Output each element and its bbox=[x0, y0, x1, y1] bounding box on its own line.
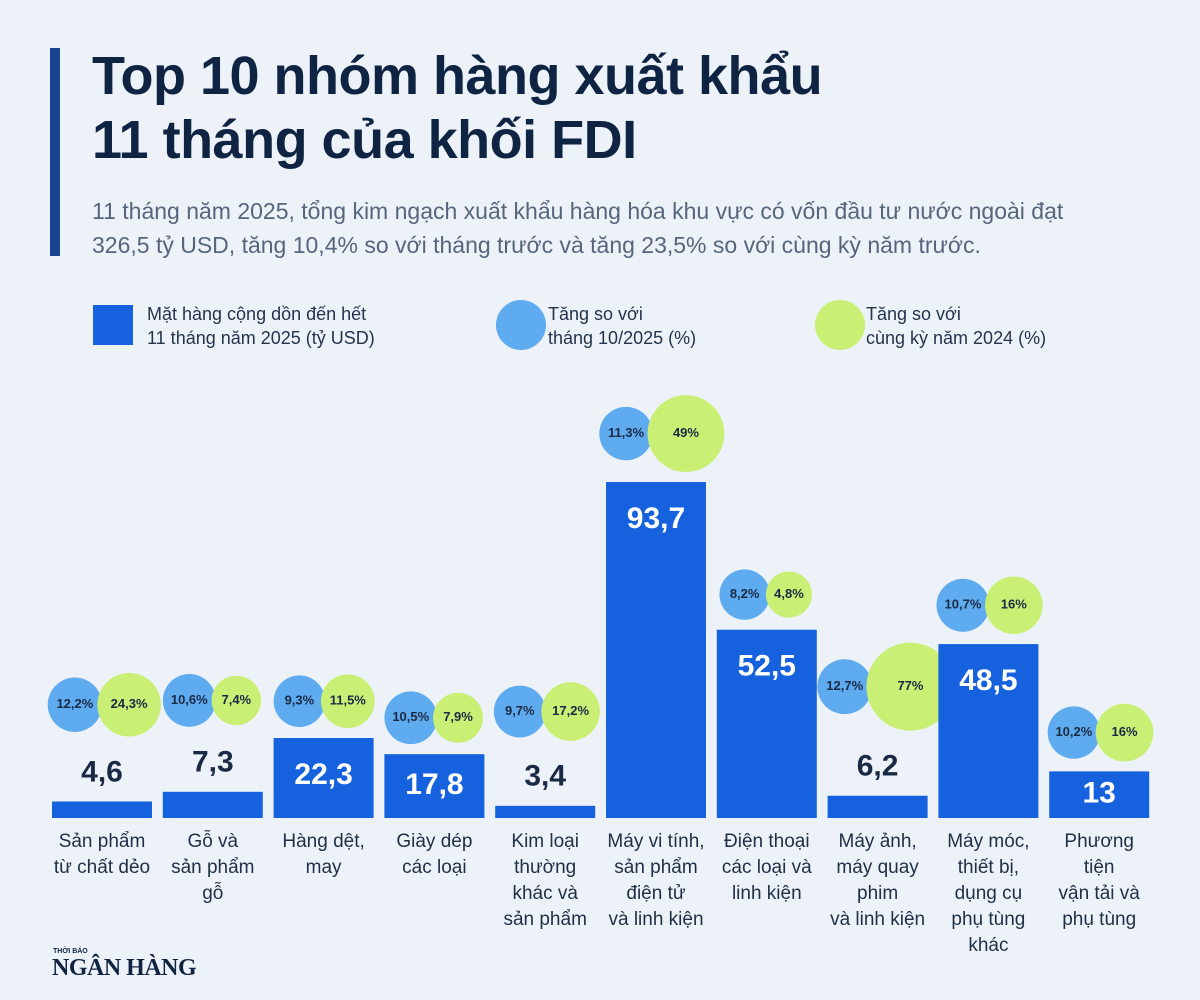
legend-label: Mặt hàng cộng dồn đến hết 11 tháng năm 2… bbox=[147, 304, 375, 348]
category-label: Giày dép các loại bbox=[396, 831, 473, 878]
legend-swatch bbox=[815, 300, 865, 350]
bubble-label: 16% bbox=[1001, 597, 1027, 612]
category-label: Kim loại thường khác và sản phẩm bbox=[503, 831, 587, 930]
bubble-year bbox=[985, 576, 1043, 635]
value-label: 17,8 bbox=[405, 768, 463, 801]
accent-bar bbox=[50, 48, 60, 256]
bubble-label: 16% bbox=[1111, 724, 1137, 739]
bubble-label: 17,2% bbox=[552, 703, 589, 718]
value-label: 4,6 bbox=[81, 755, 123, 788]
value-label: 3,4 bbox=[524, 760, 566, 793]
logo-small: THỜI BÁO bbox=[53, 948, 88, 955]
bubble-year bbox=[765, 571, 812, 618]
bubble-year bbox=[647, 395, 725, 472]
bubble-label: 49% bbox=[673, 425, 699, 440]
value-label: 22,3 bbox=[294, 758, 352, 791]
bubble-year bbox=[97, 672, 161, 737]
bubble-label: 7,4% bbox=[221, 692, 251, 707]
bubble-year bbox=[541, 682, 600, 741]
value-label: 48,5 bbox=[959, 664, 1017, 697]
bubble-month bbox=[47, 677, 103, 732]
bar bbox=[827, 795, 928, 818]
bar bbox=[273, 738, 374, 818]
chart-title: Top 10 nhóm hàng xuất khẩu 11 tháng của … bbox=[92, 46, 823, 170]
value-label: 6,2 bbox=[857, 750, 899, 783]
bubble-year bbox=[320, 674, 375, 729]
bubble-month bbox=[162, 673, 216, 727]
bubble-month bbox=[719, 569, 770, 620]
bar bbox=[1049, 771, 1150, 818]
bubble-year bbox=[1095, 703, 1154, 762]
category-label: Gỗ và sản phẩm gỗ bbox=[171, 831, 255, 904]
legend-swatch bbox=[93, 305, 133, 345]
bubble-year bbox=[866, 642, 955, 731]
bubble-month bbox=[599, 406, 653, 461]
bubble-label: 8,2% bbox=[730, 586, 760, 601]
bar bbox=[716, 629, 817, 818]
bubble-month bbox=[817, 659, 873, 715]
category-label: Máy móc, thiết bị, dụng cụ phụ tùng khác bbox=[947, 831, 1030, 956]
bubble-label: 10,2% bbox=[1055, 724, 1092, 739]
bubble-label: 77% bbox=[897, 678, 923, 693]
legend-label: Tăng so với tháng 10/2025 (%) bbox=[548, 304, 697, 348]
category-label: Máy ảnh, máy quay phim và linh kiện bbox=[830, 831, 926, 930]
logo-name: NGÂN HÀNG bbox=[52, 955, 197, 981]
bar bbox=[938, 644, 1039, 818]
bubble-month bbox=[384, 691, 438, 745]
bubble-label: 10,6% bbox=[171, 692, 208, 707]
legend-label: Tăng so với cùng kỳ năm 2024 (%) bbox=[866, 304, 1047, 348]
category-label: Sản phẩm từ chất dẻo bbox=[53, 831, 151, 878]
bubble-label: 11,3% bbox=[608, 425, 645, 440]
bubble-label: 12,2% bbox=[56, 696, 93, 711]
bubble-month bbox=[936, 578, 990, 632]
bubble-label: 4,8% bbox=[774, 586, 804, 601]
category-label: Điện thoại các loại và linh kiện bbox=[721, 831, 812, 904]
category-label: Hàng dệt, may bbox=[282, 831, 365, 878]
chart-subtitle: 11 tháng năm 2025, tổng kim ngạch xuất k… bbox=[92, 198, 1064, 258]
bubble-label: 7,9% bbox=[443, 709, 473, 724]
bubble-label: 10,7% bbox=[945, 597, 982, 612]
bubble-month bbox=[493, 685, 546, 738]
bubble-label: 11,5% bbox=[330, 693, 367, 708]
bar bbox=[162, 791, 263, 818]
legend-swatch bbox=[496, 300, 546, 350]
bar bbox=[52, 801, 152, 818]
bubble-label: 12,7% bbox=[826, 678, 863, 693]
bubble-label: 9,3% bbox=[285, 693, 315, 708]
bubble-month bbox=[1047, 706, 1101, 759]
category-label: Phương tiện vận tải và phụ tùng bbox=[1058, 831, 1140, 930]
bubble-label: 24,3% bbox=[111, 696, 148, 711]
value-label: 52,5 bbox=[738, 650, 796, 683]
bubble-label: 10,5% bbox=[392, 709, 429, 724]
bubble-year bbox=[433, 692, 484, 743]
bar bbox=[384, 754, 485, 818]
bubble-month bbox=[273, 675, 326, 727]
bubble-label: 9,7% bbox=[505, 703, 535, 718]
value-label: 93,7 bbox=[627, 502, 685, 535]
value-label: 13 bbox=[1083, 777, 1116, 810]
bar bbox=[606, 481, 706, 818]
bubble-year bbox=[211, 675, 262, 726]
bar bbox=[495, 805, 596, 818]
category-label: Máy vi tính, sản phẩm điện tử và linh ki… bbox=[607, 831, 705, 930]
value-label: 7,3 bbox=[192, 746, 234, 779]
